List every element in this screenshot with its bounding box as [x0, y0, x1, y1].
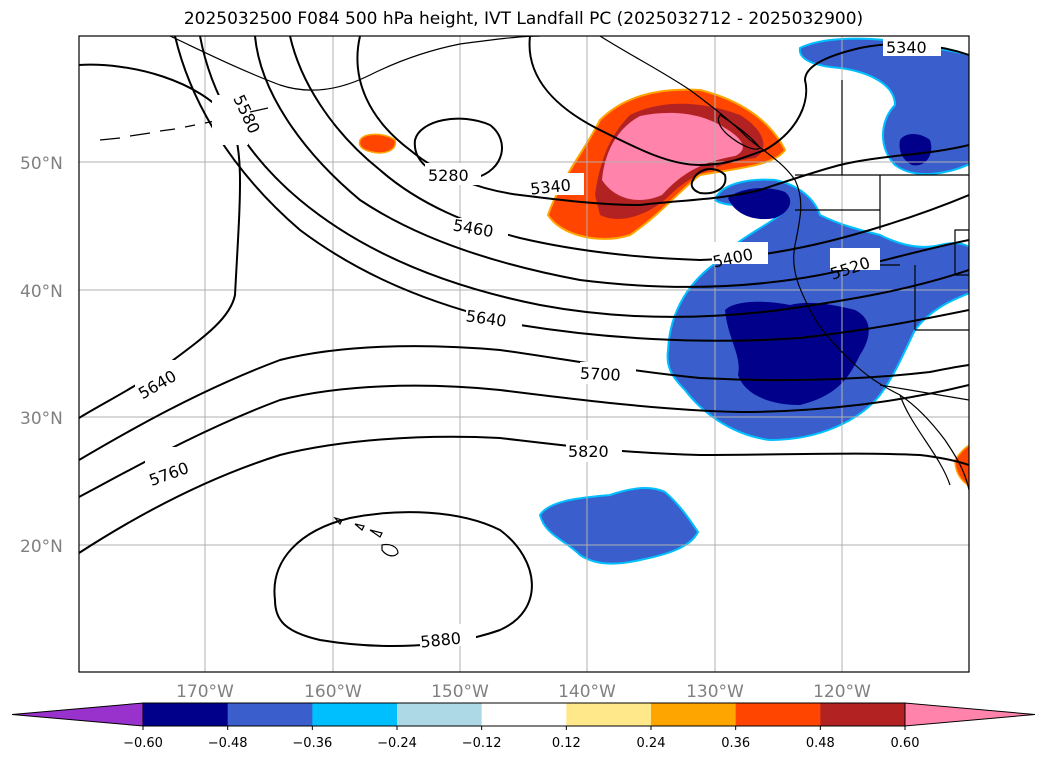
colorbar-tick-label: −0.48 [208, 736, 248, 751]
colorbar-extend-high [904, 702, 1036, 727]
contour-5340 [528, 36, 969, 167]
island-oahu [354, 523, 365, 531]
colorbar-extend-low [11, 702, 144, 727]
contour-5580 [199, 36, 969, 318]
gridlines [79, 36, 969, 672]
colorbar-segment [397, 703, 483, 726]
lat-label-40n: 40°N [20, 282, 63, 302]
colorbar-tick-label: 0.24 [637, 736, 666, 751]
coastline-baja [899, 394, 951, 486]
colorbar-segment [735, 703, 821, 726]
contour-5400 [356, 36, 969, 207]
contour-label-5340: 5340 [529, 175, 571, 198]
lon-label-150w: 150°W [431, 682, 489, 702]
contour-label-5700: 5700 [579, 364, 621, 385]
coastline-alaska [169, 36, 541, 91]
colorbar-segment [651, 703, 737, 726]
latitude-labels: 50°N 40°N 30°N 20°N [20, 154, 63, 557]
lon-label-160w: 160°W [304, 682, 362, 702]
positive-region-small [358, 133, 397, 154]
colorbar-tick-label: −0.12 [462, 736, 502, 751]
colorbar-tick-label: 0.12 [552, 736, 581, 751]
contour-5760 [79, 384, 969, 498]
lon-label-130w: 130°W [686, 682, 744, 702]
lon-label-170w: 170°W [176, 682, 234, 702]
island-hawaii [381, 543, 399, 557]
contour-label-5280: 5280 [428, 166, 469, 185]
contour-5340-closed [690, 168, 727, 195]
island-maui [369, 529, 383, 538]
lat-label-50n: 50°N [20, 154, 63, 174]
lat-label-20n: 20°N [20, 537, 63, 557]
colorbar-tick-label: −0.36 [292, 736, 332, 751]
contour-5880-closed [273, 511, 533, 647]
map-frame [78, 35, 970, 673]
colorbar: −0.60 −0.48 −0.36 −0.24 −0.12 0.12 0.24 0.36 0.4… [11, 702, 1036, 751]
contour-label-5340-ne: 5340 [886, 38, 927, 57]
colorbar-segment [312, 703, 398, 726]
contour-label-5820: 5820 [568, 442, 609, 461]
colorbar-tick-label: 0.36 [721, 736, 750, 751]
colorbar-segment [566, 703, 652, 726]
coastline-vancouver-island [717, 114, 761, 150]
map-title: 2025032500 F084 500 hPa height, IVT Land… [183, 9, 864, 29]
lon-label-140w: 140°W [558, 682, 616, 702]
colorbar-segment [481, 703, 567, 726]
negative-region-core-north [728, 188, 791, 220]
colorbar-tick-label: −0.24 [377, 736, 417, 751]
contour-5460 [289, 36, 969, 262]
colorbar-tick-label: 0.60 [891, 736, 920, 751]
lon-label-120w: 120°W [813, 682, 871, 702]
colorbar-outline [142, 702, 906, 727]
colorbar-segment [227, 703, 313, 726]
border-us-mexico [879, 384, 969, 401]
positive-region-core [602, 112, 743, 200]
contour-label-5880: 5880 [419, 628, 461, 651]
longitude-labels: 170°W 160°W 150°W 140°W 130°W 120°W [176, 682, 871, 702]
lat-label-30n: 30°N [20, 409, 63, 429]
colorbar-segment [143, 703, 229, 726]
negative-region-northeast-core [899, 134, 932, 166]
colorbar-tick-label: 0.48 [806, 736, 835, 751]
colorbar-tick-label: −0.60 [123, 736, 163, 751]
contour-5820 [79, 435, 969, 554]
colorbar-segment [820, 703, 906, 726]
coastline-north-america [599, 36, 969, 491]
contour-5700 [79, 345, 969, 461]
